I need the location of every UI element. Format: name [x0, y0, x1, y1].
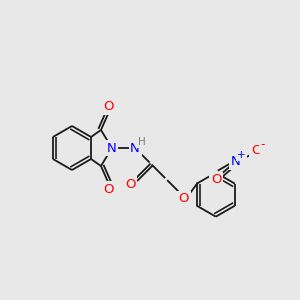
Text: -: -: [260, 139, 265, 152]
Text: H: H: [138, 137, 146, 147]
Text: N: N: [130, 142, 140, 154]
Text: O: O: [104, 100, 114, 113]
Text: +: +: [237, 150, 246, 160]
Text: O: O: [211, 173, 221, 186]
Text: O: O: [104, 182, 114, 196]
Text: O: O: [125, 178, 135, 190]
Text: N: N: [231, 155, 241, 168]
Text: N: N: [107, 142, 117, 154]
Text: O: O: [251, 145, 262, 158]
Text: O: O: [178, 192, 189, 205]
